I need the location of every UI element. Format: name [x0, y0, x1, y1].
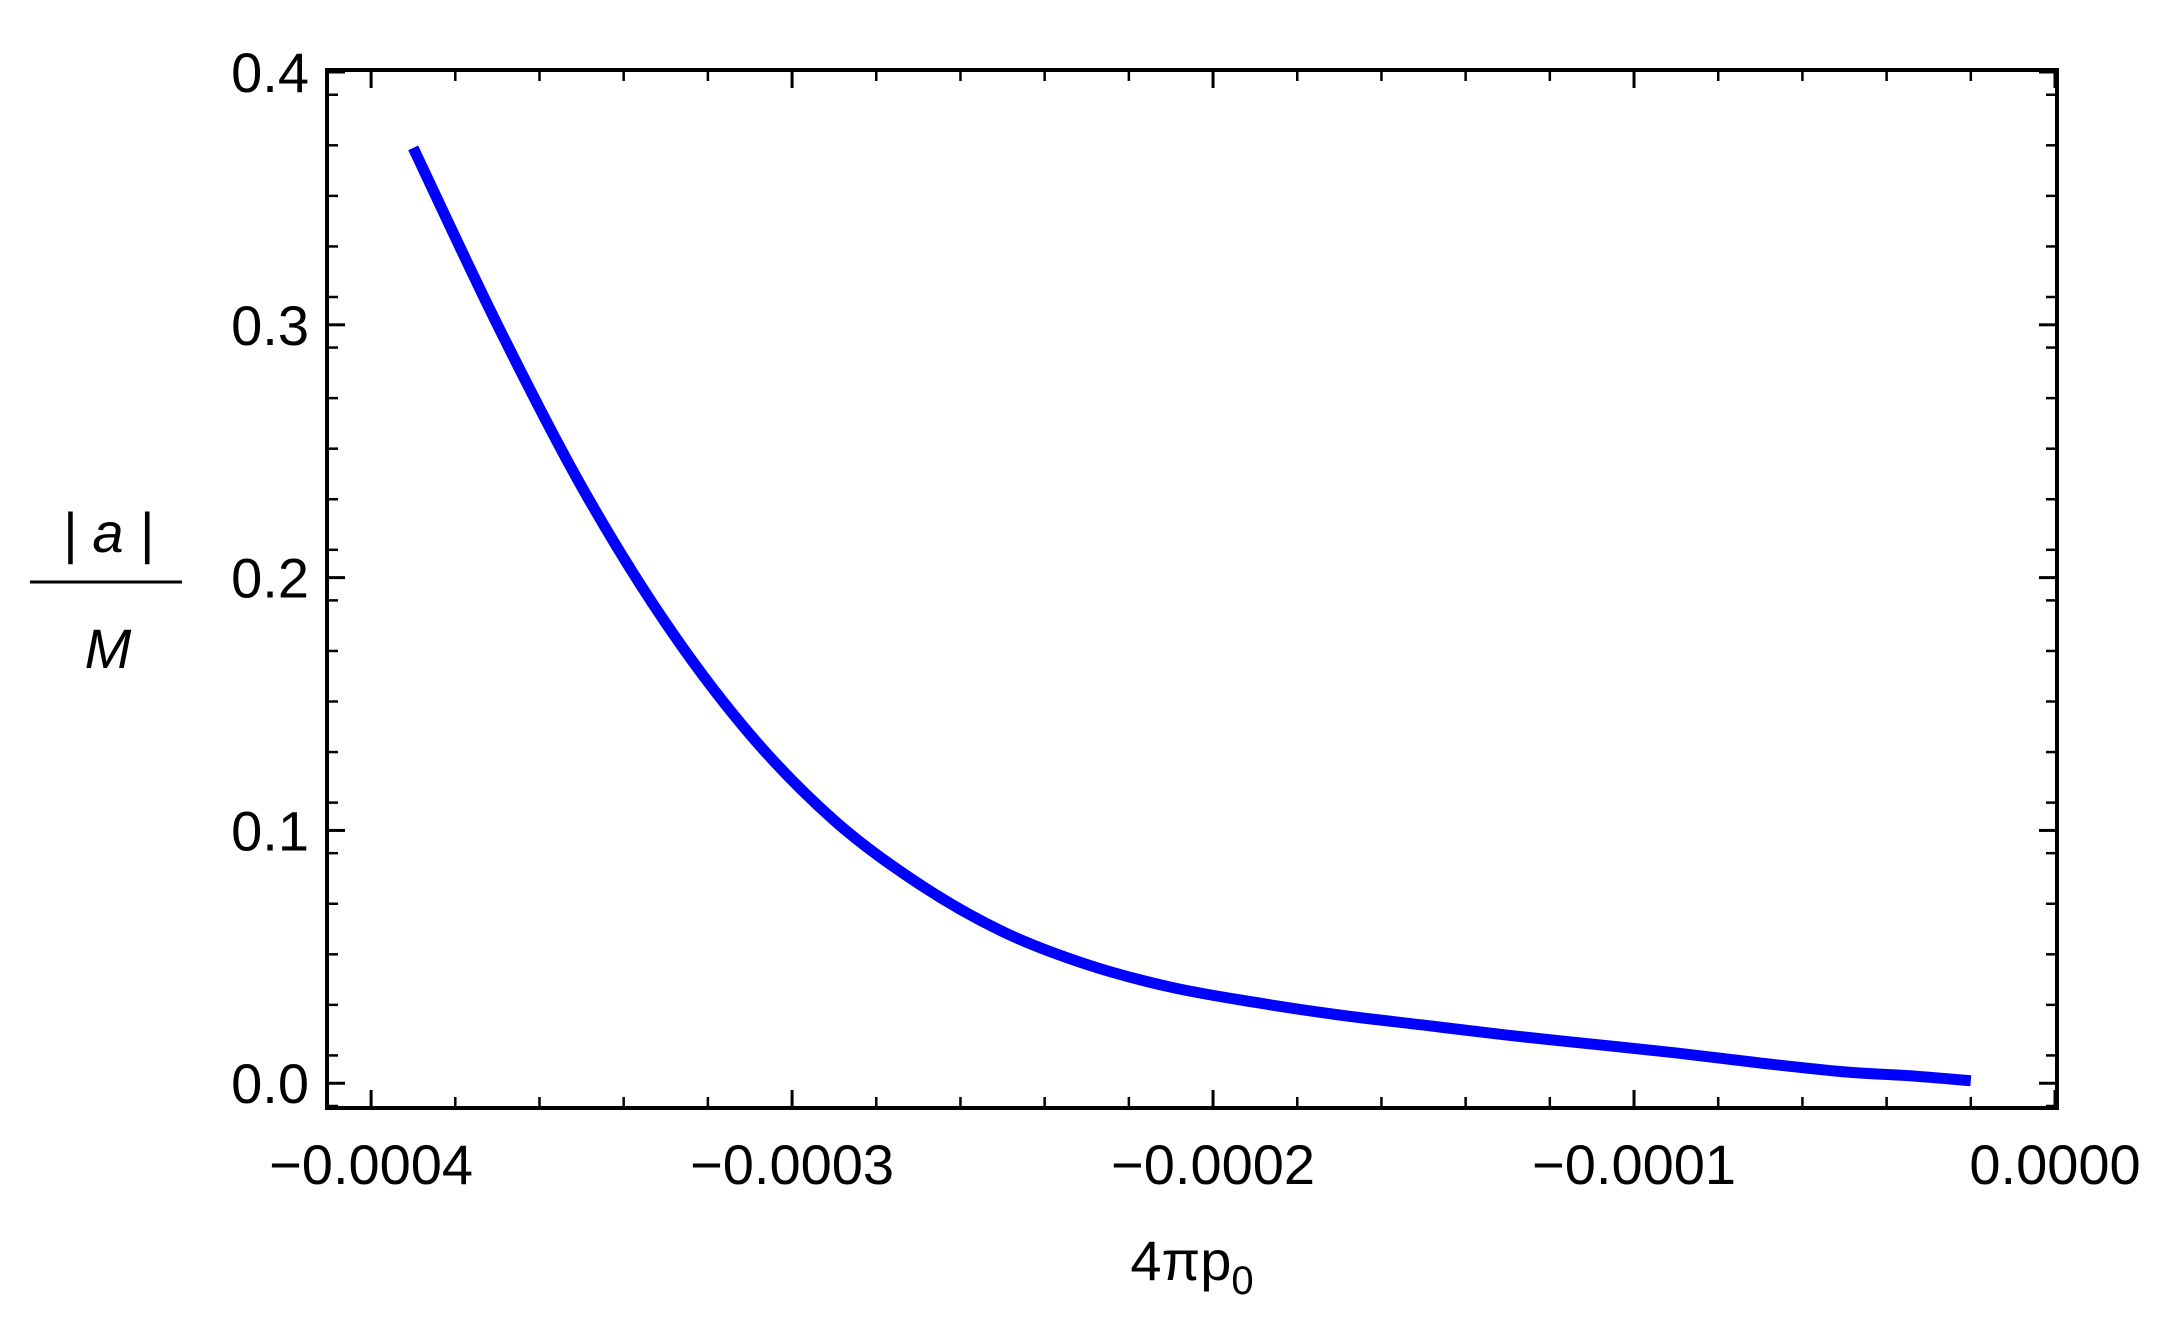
ticks-layer: [329, 70, 2057, 1108]
x-tick-label: −0.0003: [690, 1133, 894, 1196]
y-axis-label-numerator: | a |: [62, 501, 153, 565]
y-axis-label-denominator: M: [85, 617, 132, 680]
series-line: [408, 145, 1972, 1087]
x-tick-label: −0.0001: [1532, 1133, 1736, 1196]
x-axis-label-sub: 0: [1231, 1259, 1253, 1303]
x-axis-label: 4πp0: [1130, 1229, 1253, 1303]
y-tick-label: 0.2: [231, 547, 309, 610]
x-axis-label-main: 4πp: [1130, 1229, 1231, 1292]
plot-frame: [325, 68, 2059, 1110]
tick-labels-layer: −0.0004 −0.0003 −0.0002 −0.0001 0.0000 0.0 0.1…: [231, 41, 2141, 1196]
series-layer: [408, 145, 1972, 1087]
x-tick-label: 0.0000: [1969, 1133, 2140, 1196]
x-tick-label: −0.0002: [1111, 1133, 1315, 1196]
y-tick-label: 0.0: [231, 1052, 309, 1115]
x-tick-label: −0.0004: [269, 1133, 473, 1196]
y-tick-label: 0.3: [231, 294, 309, 357]
y-tick-label: 0.1: [231, 799, 309, 862]
y-tick-label: 0.4: [231, 41, 309, 104]
y-axis-label: | a | M: [30, 501, 182, 680]
